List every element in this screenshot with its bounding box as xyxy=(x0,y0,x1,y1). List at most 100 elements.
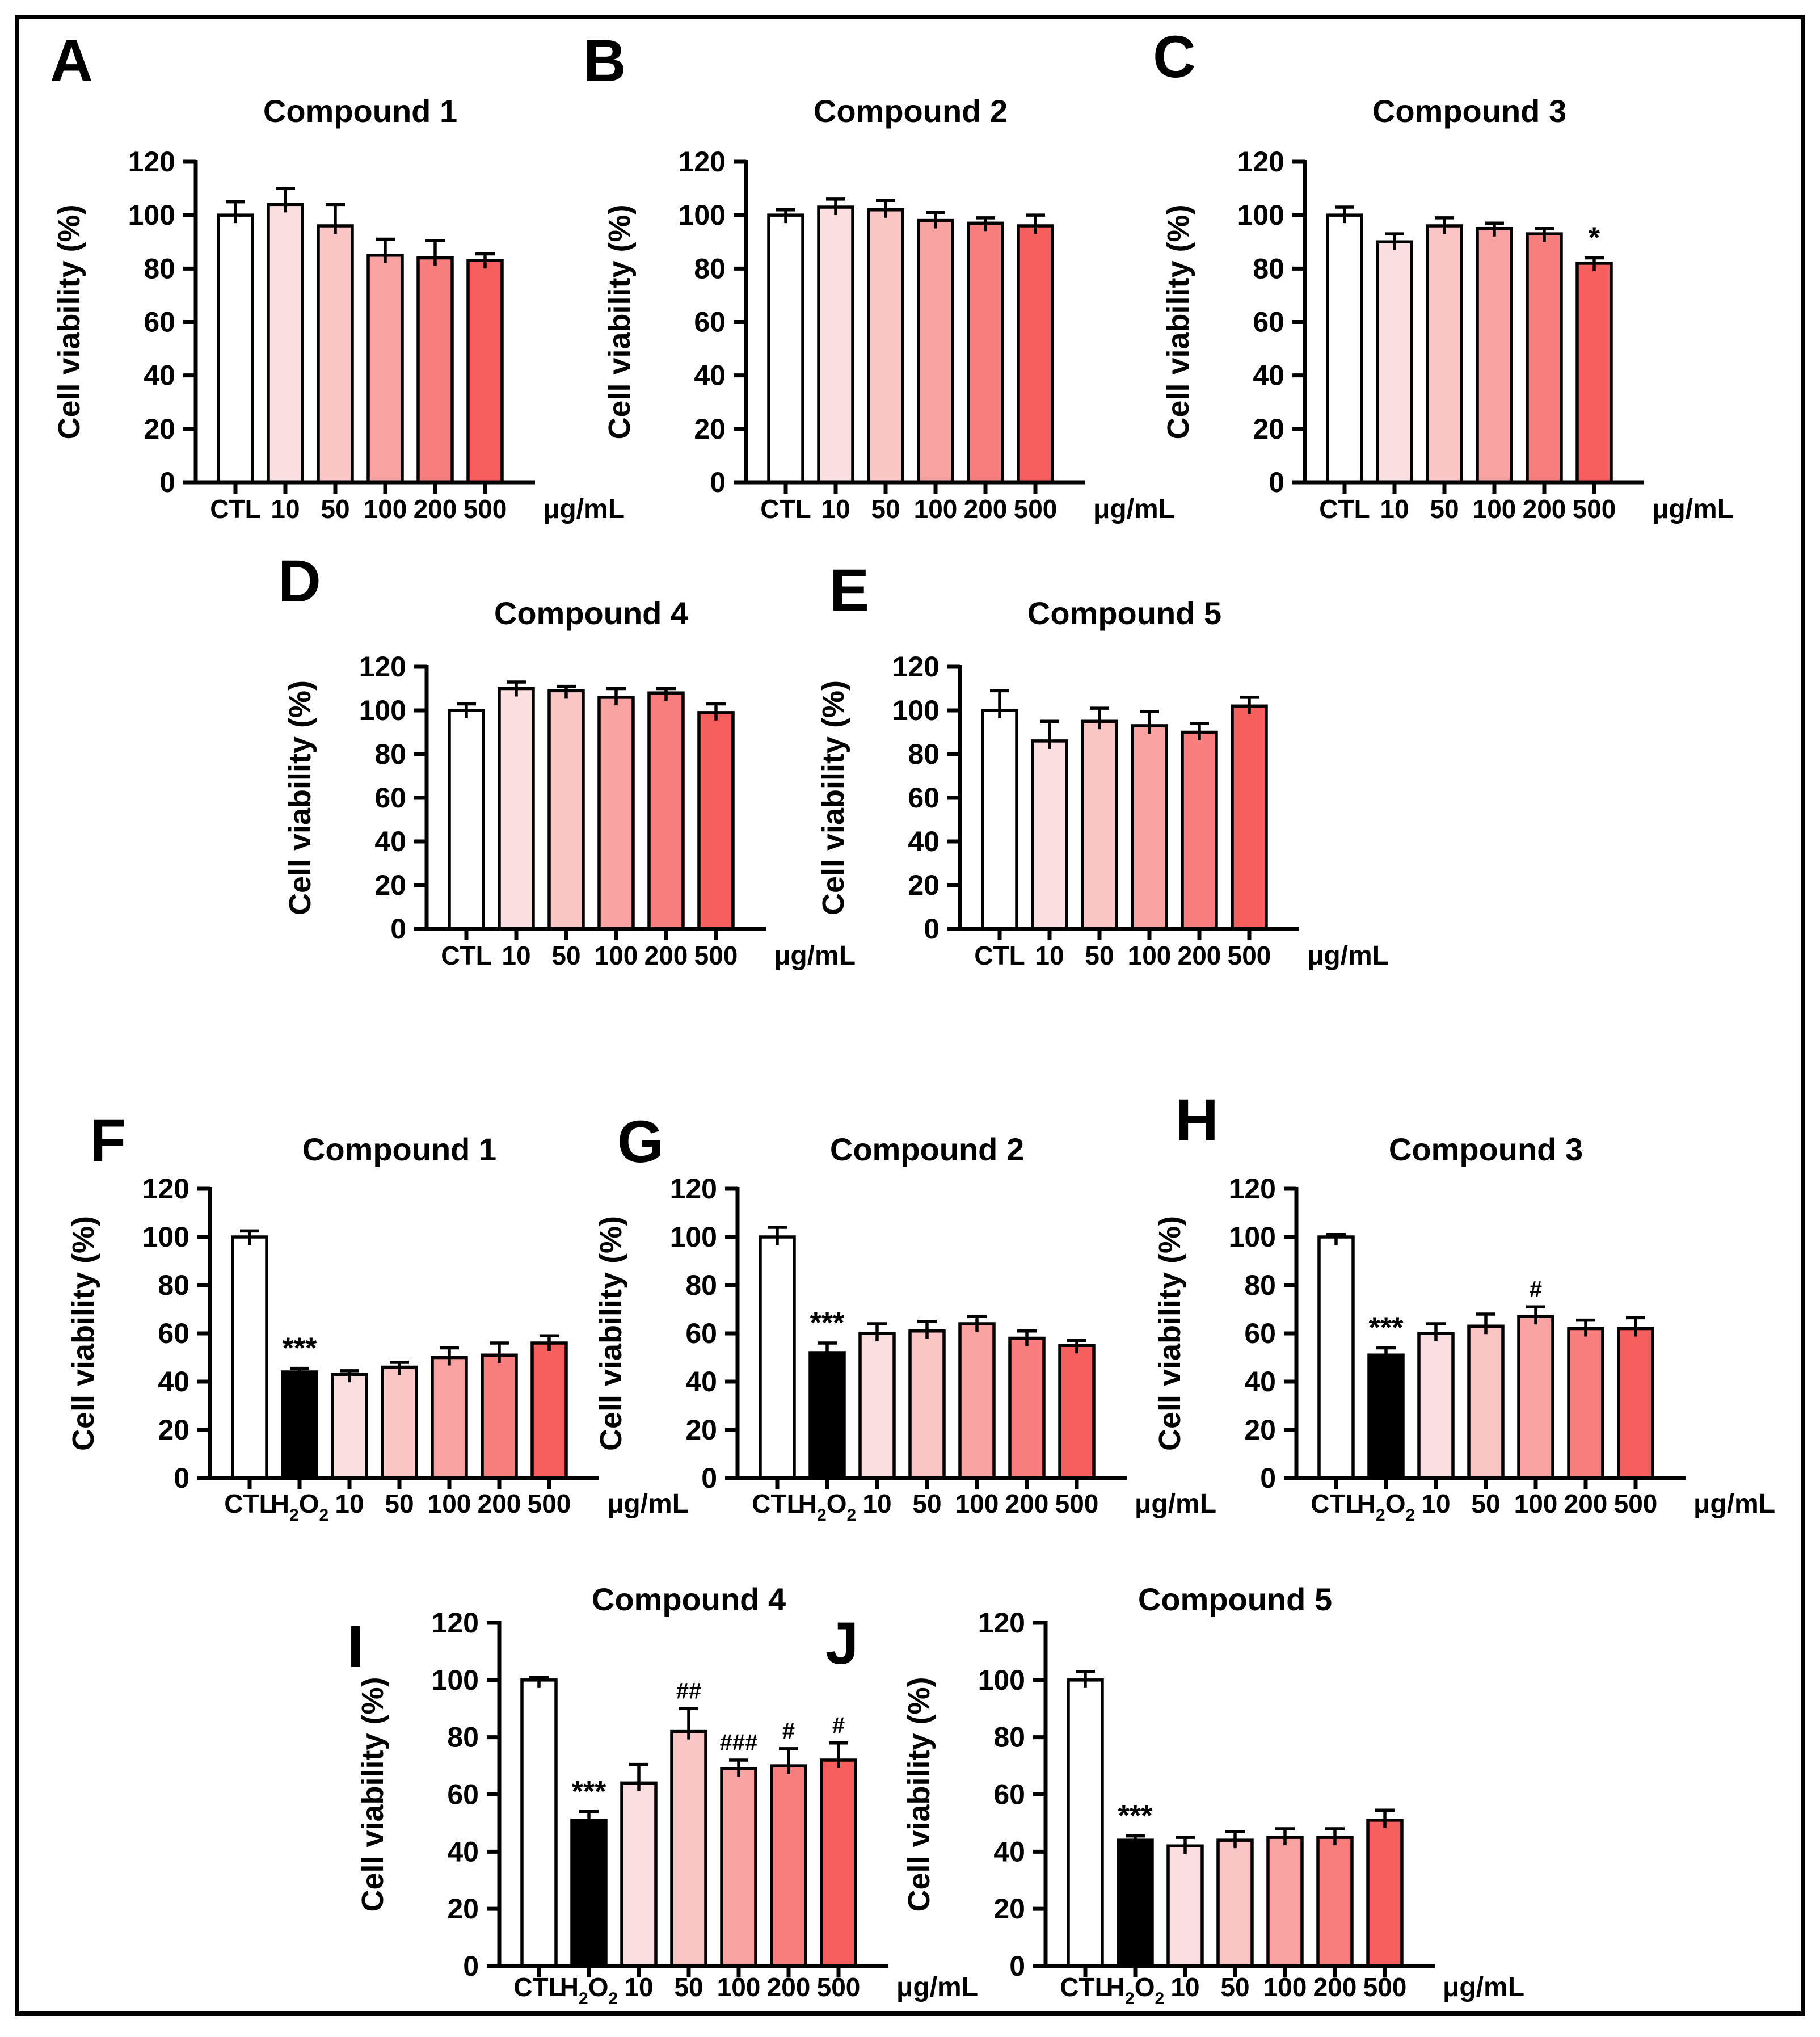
y-axis-label: Cell viability (%) xyxy=(902,1677,936,1912)
significance-marker: *** xyxy=(1118,1800,1153,1833)
y-tick-label: 0 xyxy=(174,1462,189,1494)
y-tick-label: 0 xyxy=(710,466,726,498)
bars-group xyxy=(981,704,1268,931)
bar-10 xyxy=(1417,1332,1455,1480)
significance-markers-group: * xyxy=(1589,222,1600,255)
bar-CTL xyxy=(1067,1678,1104,1968)
bar-500 xyxy=(530,1341,568,1480)
chart-title: Compound 2 xyxy=(814,93,1008,129)
bar-CTL xyxy=(1317,1235,1355,1480)
chart-title: Compound 3 xyxy=(1372,93,1566,129)
bar-200 xyxy=(647,691,685,931)
panel-e-compound-5-viability-chart: Compound 5 Cell viability (%) 0 20 40 60 80 100… xyxy=(795,545,1436,1000)
bar-10 xyxy=(817,205,854,484)
error-bars-group xyxy=(1335,205,1604,271)
x-unit-label: μg/mL xyxy=(896,1972,978,2002)
y-tick-label: 0 xyxy=(924,913,940,945)
bar-CTL xyxy=(1326,213,1363,484)
bar-HO xyxy=(1117,1838,1154,1968)
bars-group xyxy=(217,203,504,484)
x-tick-label: H2O2 xyxy=(271,1489,328,1525)
x-tick-label: CTL xyxy=(1311,1489,1361,1518)
x-tick-label: 50 xyxy=(385,1489,414,1518)
x-tick-label: 500 xyxy=(528,1489,571,1518)
significance-marker: *** xyxy=(1369,1312,1404,1345)
y-tick-label: 60 xyxy=(993,1779,1025,1811)
axes-group xyxy=(734,159,1085,494)
x-tick-label: 100 xyxy=(595,941,638,970)
y-tick-label: 20 xyxy=(1244,1414,1276,1446)
y-tick-label: 100 xyxy=(142,1221,189,1253)
y-axis-label: Cell viability (%) xyxy=(816,680,850,915)
y-tick-label: 60 xyxy=(158,1318,189,1349)
x-tick-label: 200 xyxy=(644,941,688,970)
bar-10 xyxy=(331,1373,368,1480)
y-tick-label: 80 xyxy=(685,1269,717,1301)
x-tick-label: H2O2 xyxy=(798,1489,856,1525)
x-unit-label: μg/mL xyxy=(1307,941,1389,971)
x-tick-label: 50 xyxy=(321,494,349,524)
x-tick-label: 100 xyxy=(364,494,407,524)
x-tick-label: 10 xyxy=(335,1489,364,1518)
bars-group xyxy=(1317,1235,1654,1480)
x-tick-label: 500 xyxy=(1363,1972,1407,2002)
y-tick-label: 100 xyxy=(978,1664,1025,1696)
bar-100 xyxy=(917,218,954,484)
bar-500 xyxy=(1617,1327,1654,1480)
error-bars-group xyxy=(776,197,1045,234)
y-tick-label: 120 xyxy=(679,146,726,178)
x-tick-label: H2O2 xyxy=(560,1972,618,2008)
significance-markers-group: *** xyxy=(810,1307,845,1340)
significance-markers-group: *** xyxy=(283,1332,317,1365)
y-tick-label: 120 xyxy=(359,651,406,683)
x-tick-label: H2O2 xyxy=(1357,1489,1415,1525)
x-tick-label: CTL xyxy=(1319,494,1370,524)
panel-i-compound-4-h2o2-chart: Compound 4 Cell viability (%) *** ## ### # #0 2… xyxy=(335,1581,1026,2037)
y-tick-label: 100 xyxy=(432,1664,479,1696)
y-tick-label: 120 xyxy=(1237,146,1284,178)
y-tick-label: 80 xyxy=(908,738,940,770)
y-tick-label: 60 xyxy=(1253,306,1284,338)
y-tick-label: 40 xyxy=(993,1836,1025,1867)
bar-100 xyxy=(1517,1315,1554,1480)
significance-marker: # xyxy=(782,1719,795,1744)
x-tick-label: CTL xyxy=(224,1489,275,1518)
bars-group xyxy=(520,1678,857,1968)
y-tick-label: 0 xyxy=(463,1950,479,1982)
x-tick-label: 10 xyxy=(502,941,530,970)
y-tick-label: 80 xyxy=(374,738,406,770)
x-tick-label: 50 xyxy=(871,494,900,524)
y-tick-label: 40 xyxy=(1253,360,1284,392)
chart-title: Compound 2 xyxy=(830,1131,1024,1167)
bar-CTL xyxy=(448,709,485,931)
y-tick-label: 80 xyxy=(993,1722,1025,1753)
bar-10 xyxy=(267,203,304,484)
y-tick-label: 120 xyxy=(432,1607,479,1639)
bar-200 xyxy=(1567,1327,1604,1480)
x-tick-label: CTL xyxy=(974,941,1025,970)
x-tick-label: 200 xyxy=(1005,1489,1049,1518)
panel-label-b: B xyxy=(583,28,626,94)
bar-100 xyxy=(1131,724,1168,931)
significance-marker: *** xyxy=(810,1307,845,1340)
error-bars-group xyxy=(457,680,726,721)
panel-label-h: H xyxy=(1176,1087,1219,1154)
bar-50 xyxy=(908,1329,946,1480)
bar-HO xyxy=(1367,1353,1405,1480)
x-tick-label: 200 xyxy=(478,1489,521,1518)
chart-title: Compound 3 xyxy=(1389,1131,1583,1167)
x-tick-label: 200 xyxy=(1564,1489,1608,1518)
bars-group xyxy=(231,1235,568,1480)
x-tick-label: 500 xyxy=(1055,1489,1099,1518)
axes-group xyxy=(1033,1621,1435,1977)
error-bars-group xyxy=(529,1676,848,1828)
bar-HO xyxy=(570,1819,608,1968)
chart-f-svg: Compound 1 Cell viability (%) *** 0 20 40 60 80… xyxy=(66,1131,689,1525)
x-tick-label: 10 xyxy=(862,1489,891,1518)
y-tick-label: 120 xyxy=(978,1607,1025,1639)
x-unit-label: μg/mL xyxy=(774,941,856,971)
bar-50 xyxy=(317,224,354,484)
error-bars-group xyxy=(226,187,495,269)
significance-marker: # xyxy=(1530,1277,1542,1302)
panel-d-compound-4-viability-chart: Compound 4 Cell viability (%) 0 20 40 60 80 100… xyxy=(262,545,903,1000)
